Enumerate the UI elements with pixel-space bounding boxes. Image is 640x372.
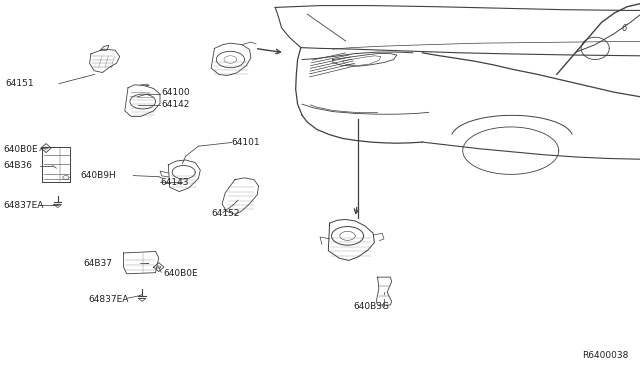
Text: 64152: 64152	[211, 209, 240, 218]
Text: R6400038: R6400038	[582, 351, 628, 360]
Text: 64837EA: 64837EA	[3, 201, 44, 210]
Text: 640B0E: 640B0E	[3, 145, 38, 154]
Text: 64B36: 64B36	[3, 161, 32, 170]
Text: 64142: 64142	[161, 100, 189, 109]
Text: 6: 6	[621, 24, 627, 33]
Text: 64837EA: 64837EA	[88, 295, 129, 304]
Text: 64101: 64101	[232, 138, 260, 147]
Text: 640B3G: 640B3G	[353, 302, 389, 311]
Text: 640B0E: 640B0E	[163, 269, 198, 278]
Text: 640B9H: 640B9H	[80, 171, 116, 180]
Text: 64143: 64143	[160, 178, 189, 187]
Text: 64B37: 64B37	[83, 259, 112, 268]
Text: 64151: 64151	[5, 79, 34, 88]
Text: 64100: 64100	[161, 88, 190, 97]
